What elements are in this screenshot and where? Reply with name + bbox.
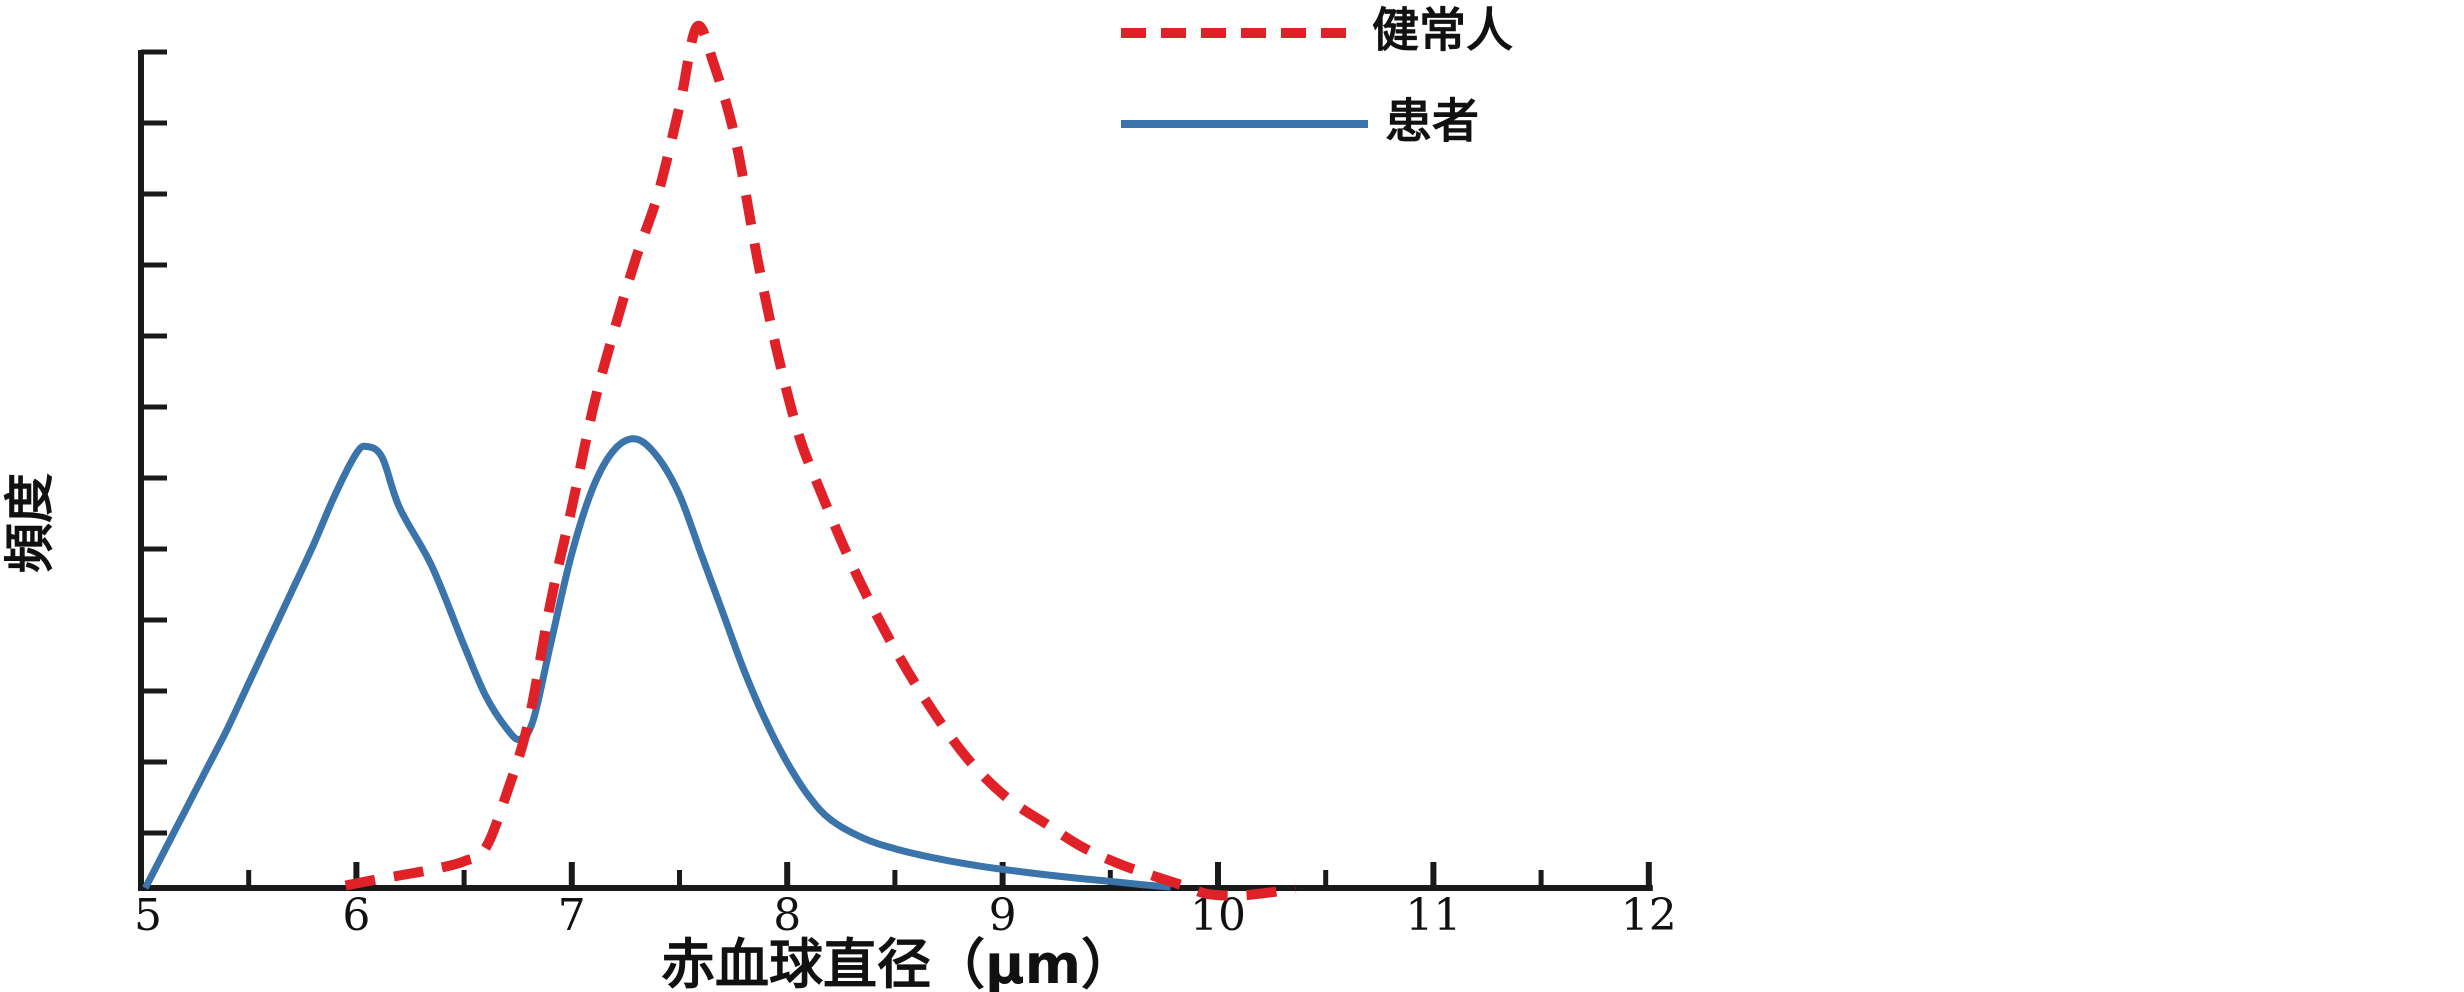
axes [138, 50, 1653, 891]
legend-label-patient: 患者 [1385, 95, 1479, 150]
x-tick-labels: 5 6 7 8 9 10 11 12 [134, 890, 1677, 941]
legend-label-healthy: 健常人 [1372, 4, 1513, 59]
x-tick-label: 8 [773, 890, 801, 941]
data-curves [142, 20, 1297, 901]
x-tick-label: 5 [134, 890, 162, 941]
axis-ticks [141, 49, 1652, 888]
x-tick-label: 12 [1621, 890, 1677, 941]
x-tick-label: 9 [989, 890, 1017, 941]
y-axis-label: 頻度 [1, 473, 59, 573]
x-tick-label: 6 [342, 890, 370, 941]
curve-healthy [344, 20, 1297, 901]
x-axis-label: 赤血球直径（μm） [661, 933, 1135, 992]
x-tick-label: 11 [1405, 890, 1461, 941]
legend: 健常人 患者 [1121, 4, 1513, 150]
curve-patient [142, 435, 1171, 891]
x-tick-label: 7 [558, 890, 586, 941]
